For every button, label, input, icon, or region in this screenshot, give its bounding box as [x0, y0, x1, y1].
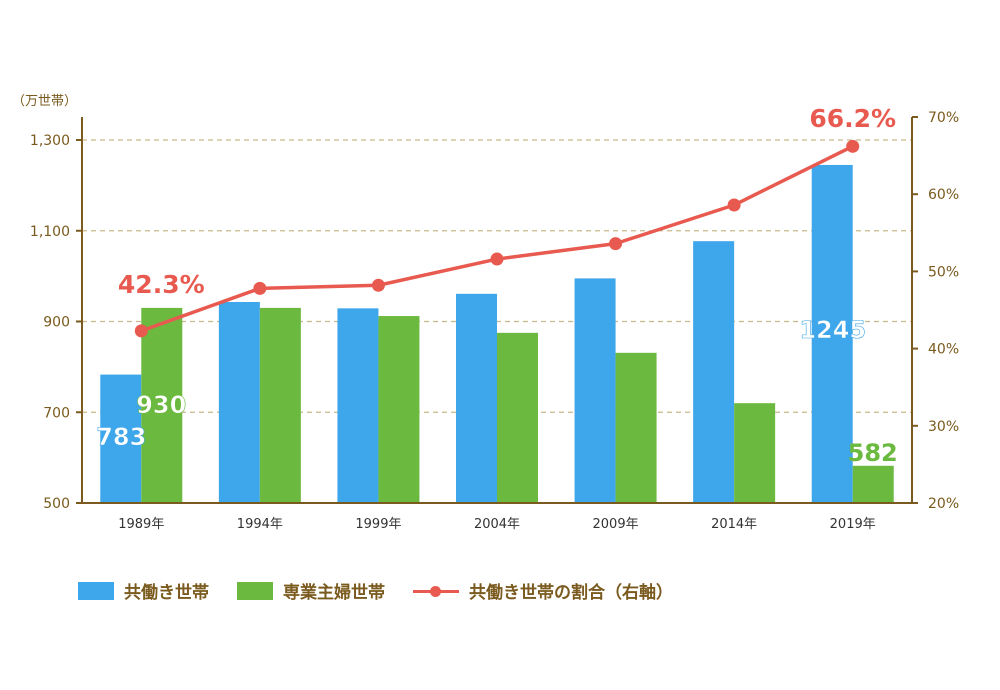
bar-dual-income [574, 278, 616, 503]
left-tick-label: 900 [43, 315, 70, 331]
right-tick-label: 60% [928, 187, 959, 203]
pct-label-66-2: 66.2% [809, 104, 896, 133]
left-tick-label: 500 [43, 496, 70, 512]
legend-label-dual-income: 共働き世帯 [124, 583, 209, 603]
x-tick-label: 2004年 [474, 517, 520, 532]
pct-label-42-3: 42.3% [118, 270, 205, 299]
legend-item-housewife: 専業主婦世帯 [237, 578, 385, 603]
left-axis-unit-label: （万世帯） [12, 94, 78, 109]
bar-housewife [852, 465, 894, 503]
bar-label-930: 930 [136, 391, 186, 419]
bar-label-1245: 1245 [799, 316, 866, 344]
bar-housewife [497, 332, 538, 503]
ratio-point [371, 278, 385, 292]
bar-housewife [734, 403, 776, 503]
bar-dual-income [218, 301, 260, 503]
bar-housewife [615, 352, 657, 503]
chart: 500 700 900 1,100 1,300 20% 30% 40% 50% 60% 70% 198… [30, 104, 959, 532]
ratio-point [846, 139, 860, 153]
legend-label-housewife: 専業主婦世帯 [283, 583, 385, 603]
bar-dual-income [100, 374, 142, 503]
bar-label-783: 783 [96, 423, 146, 451]
x-tick-label: 2019年 [830, 517, 876, 532]
left-tick-label: 700 [43, 405, 70, 421]
legend-item-dual-income: 共働き世帯 [78, 578, 209, 603]
legend-swatch-blue [78, 581, 114, 600]
bar-dual-income [811, 164, 853, 504]
left-tick-label: 1,100 [30, 224, 70, 240]
ratio-point [727, 198, 741, 212]
x-tick-label: 2009年 [593, 517, 639, 532]
legend-item-ratio: 共働き世帯の割合（右軸） [413, 578, 673, 603]
right-tick-label: 30% [928, 419, 959, 435]
bar-dual-income [456, 293, 497, 503]
legend-label-ratio: 共働き世帯の割合（右軸） [469, 583, 673, 603]
left-tick-label: 1,300 [30, 133, 70, 149]
right-tick-label: 40% [928, 342, 959, 358]
ratio-point [490, 252, 504, 266]
bar-label-582: 582 [848, 439, 898, 467]
ratio-point [253, 281, 267, 295]
bar-housewife [141, 307, 183, 503]
x-tick-label: 2014年 [711, 517, 757, 532]
bar-housewife [259, 307, 301, 503]
right-tick-label: 70% [928, 110, 959, 126]
ratio-point [134, 324, 148, 338]
right-tick-label: 20% [928, 496, 959, 512]
bar-housewife [378, 316, 420, 503]
legend-swatch-line [413, 582, 459, 600]
ratio-point [609, 237, 623, 251]
right-tick-label: 50% [928, 264, 959, 280]
legend: 共働き世帯 専業主婦世帯 共働き世帯の割合（右軸） [78, 578, 701, 603]
legend-swatch-green [237, 581, 273, 600]
x-tick-label: 1989年 [118, 517, 164, 532]
bar-dual-income [337, 308, 379, 503]
x-tick-label: 1999年 [355, 517, 401, 532]
bar-dual-income [693, 241, 735, 503]
x-tick-label: 1994年 [237, 517, 283, 532]
